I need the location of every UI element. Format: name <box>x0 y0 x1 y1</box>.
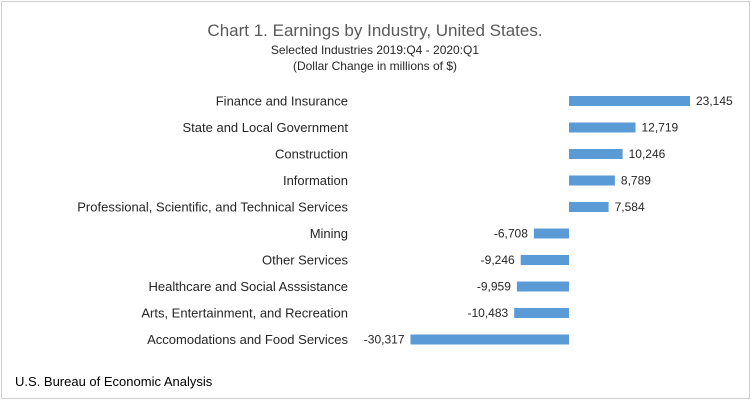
category-label-7: Healthcare and Social Asssistance <box>149 279 348 294</box>
data-label-8: -10,483 <box>467 306 508 320</box>
bar-4 <box>569 202 609 212</box>
data-label-1: 12,719 <box>642 121 679 135</box>
category-label-9: Accomodations and Food Services <box>147 332 348 347</box>
bar-5 <box>533 228 569 239</box>
chart-title: Chart 1. Earnings by Industry, United St… <box>207 21 542 40</box>
category-label-4: Professional, Scientific, and Technical … <box>77 200 348 215</box>
chart-subtitle-line-1: Selected Industries 2019:Q4 - 2020:Q1 <box>271 43 479 57</box>
bar-2 <box>569 149 623 159</box>
bar-7 <box>516 281 569 292</box>
category-label-6: Other Services <box>262 253 348 268</box>
data-label-5: -6,708 <box>494 227 528 241</box>
bar-9 <box>410 334 569 345</box>
bar-1 <box>569 122 636 133</box>
chart-subtitle-line-2: (Dollar Change in millions of $) <box>293 59 457 73</box>
data-label-0: 23,145 <box>696 94 733 108</box>
category-label-1: State and Local Government <box>183 120 349 135</box>
data-label-9: -30,317 <box>364 333 405 347</box>
source-note: U.S. Bureau of Economic Analysis <box>15 374 213 389</box>
data-label-4: 7,584 <box>615 200 645 214</box>
data-label-6: -9,246 <box>481 253 515 267</box>
category-label-5: Mining <box>310 226 348 241</box>
bar-0 <box>569 96 690 106</box>
category-label-8: Arts, Entertainment, and Recreation <box>141 306 348 321</box>
category-label-0: Finance and Insurance <box>216 94 348 109</box>
bar-6 <box>520 255 569 265</box>
data-label-7: -9,959 <box>477 280 511 294</box>
bar-3 <box>569 175 615 186</box>
bars-group: Finance and Insurance 23,145 State and Loc… <box>77 94 733 348</box>
category-label-2: Construction <box>275 147 348 162</box>
data-label-2: 10,246 <box>629 147 666 161</box>
bar-8 <box>514 308 569 318</box>
data-label-3: 8,789 <box>621 174 651 188</box>
category-label-3: Information <box>283 173 348 188</box>
